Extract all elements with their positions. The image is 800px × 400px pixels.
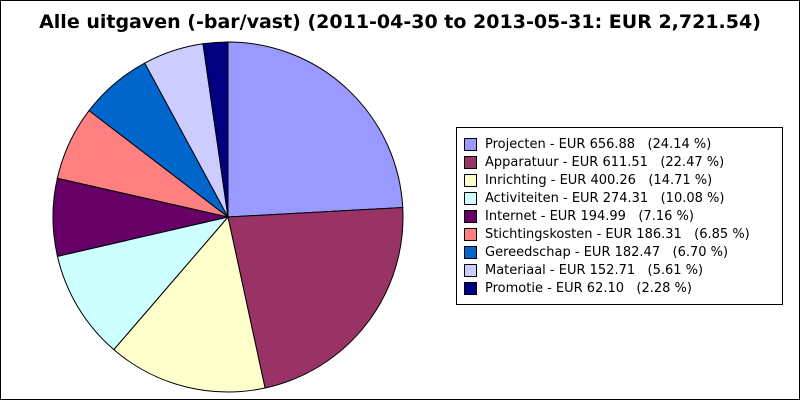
legend-swatch [464, 209, 477, 223]
chart-title: Alle uitgaven (-bar/vast) (2011-04-30 to… [39, 11, 761, 33]
legend-swatch [464, 173, 477, 187]
legend-item-apparatuur: Apparatuur - EUR 611.51 (22.47 %) [464, 153, 724, 171]
legend-label: Internet - EUR 194.99 (7.16 %) [485, 208, 694, 224]
pie-slice-inrichting [113, 215, 266, 393]
pie-slice-activiteiten [56, 216, 230, 351]
legend-label: Stichtingskosten - EUR 186.31 (6.85 %) [485, 226, 750, 242]
legend-label: Promotie - EUR 62.10 (2.28 %) [485, 280, 692, 296]
pie-slice-projecten [227, 41, 404, 218]
legend-swatch [464, 263, 477, 277]
legend-item-internet: Internet - EUR 194.99 (7.16 %) [464, 207, 694, 225]
legend-label: Inrichting - EUR 400.26 (14.71 %) [485, 172, 713, 188]
legend-label: Gereedschap - EUR 182.47 (6.70 %) [485, 244, 729, 260]
pie-slice-promotie [202, 41, 229, 218]
legend-item-projecten: Projecten - EUR 656.88 (24.14 %) [464, 135, 711, 153]
legend-item-materiaal: Materiaal - EUR 152.71 (5.61 %) [464, 261, 703, 279]
legend-swatch [464, 137, 477, 151]
legend-label: Projecten - EUR 656.88 (24.14 %) [485, 136, 712, 152]
legend-swatch [464, 155, 477, 169]
legend-swatch [464, 245, 477, 259]
legend: Projecten - EUR 656.88 (24.14 %) Apparatu… [456, 127, 783, 305]
legend-swatch [464, 227, 477, 241]
legend-label: Apparatuur - EUR 611.51 (22.47 %) [485, 154, 725, 170]
legend-item-stichtingskosten: Stichtingskosten - EUR 186.31 (6.85 %) [464, 225, 750, 243]
legend-item-inrichting: Inrichting - EUR 400.26 (14.71 %) [464, 171, 712, 189]
legend-swatch [464, 281, 477, 295]
legend-label: Materiaal - EUR 152.71 (5.61 %) [485, 262, 704, 278]
legend-item-promotie: Promotie - EUR 62.10 (2.28 %) [464, 279, 692, 297]
legend-swatch [464, 191, 477, 205]
legend-label: Activiteiten - EUR 274.31 (10.08 %) [485, 190, 725, 206]
legend-item-activiteiten: Activiteiten - EUR 274.31 (10.08 %) [464, 189, 724, 207]
pie-slice-apparatuur [227, 206, 404, 389]
legend-item-gereedschap: Gereedschap - EUR 182.47 (6.70 %) [464, 243, 728, 261]
